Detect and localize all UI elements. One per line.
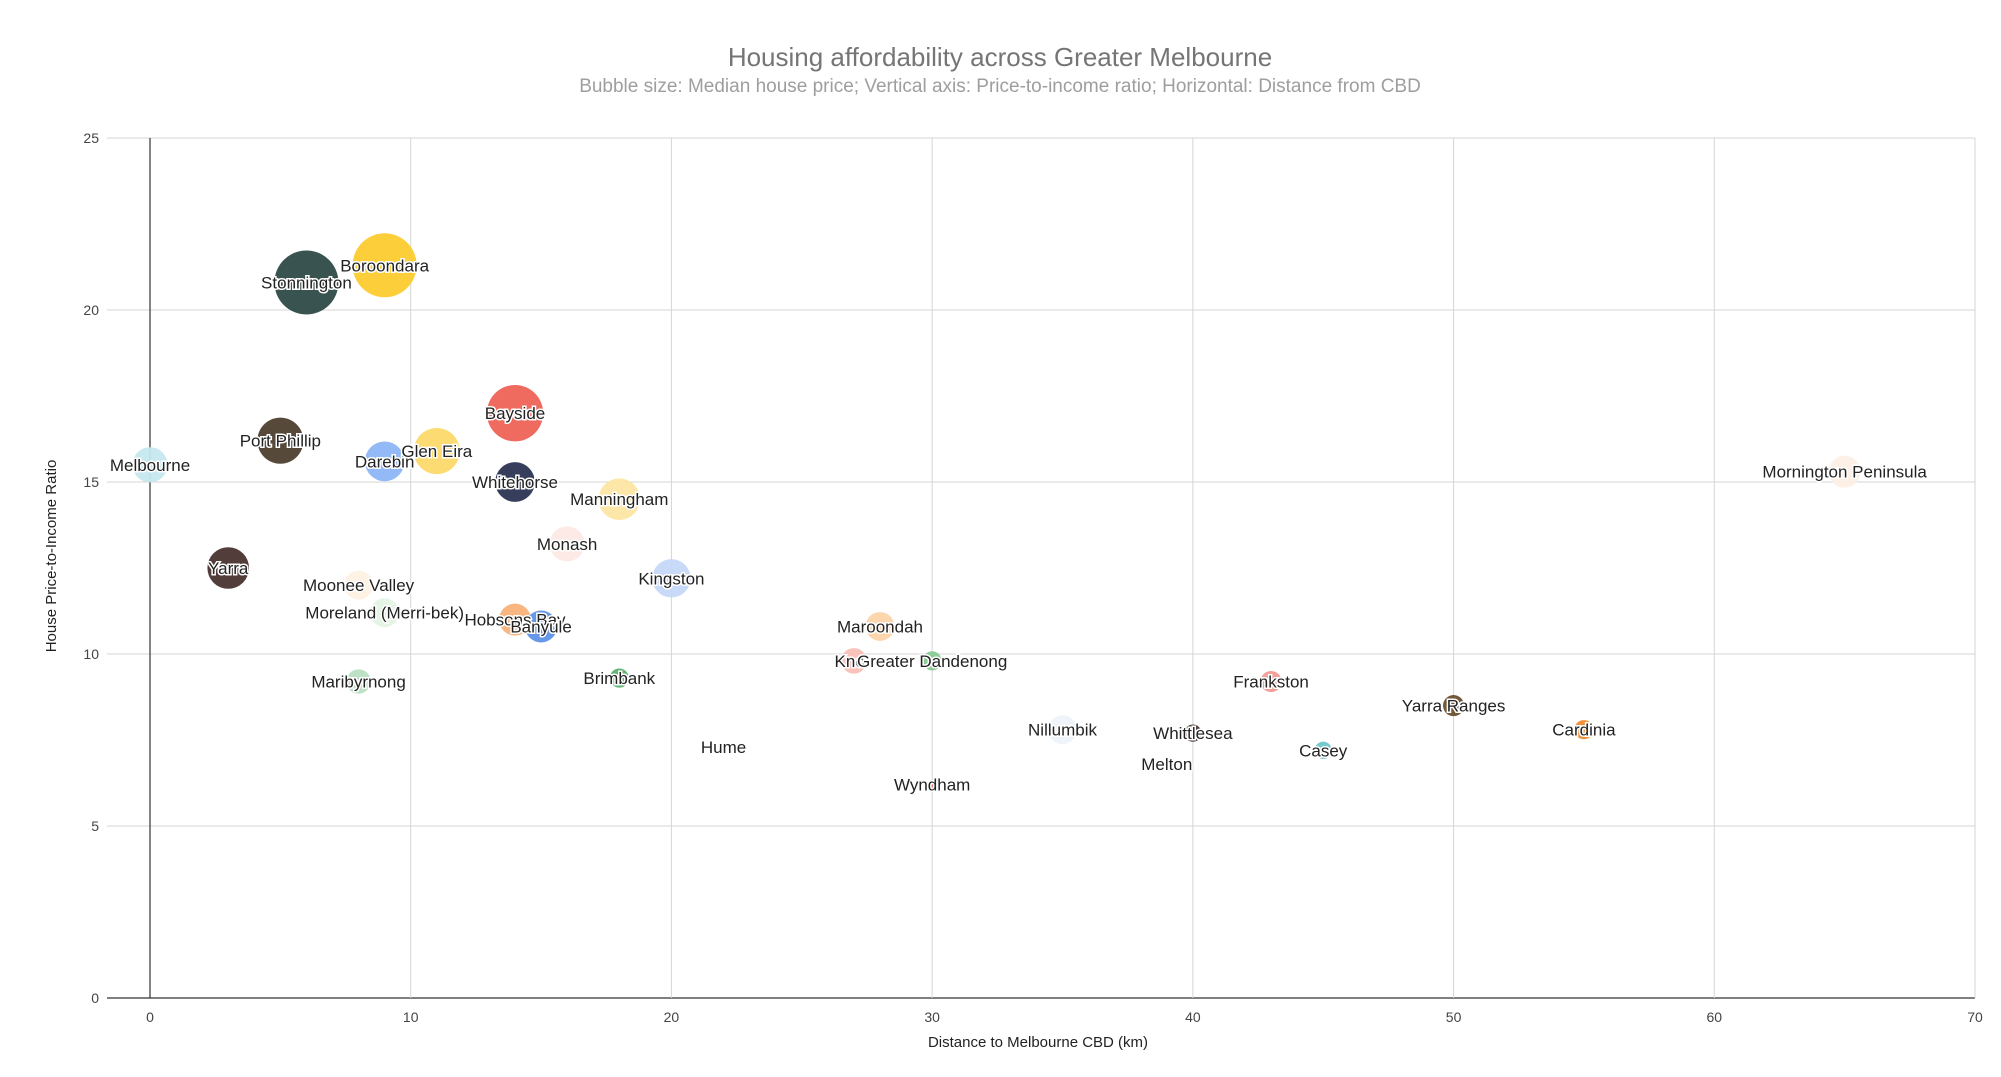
bubble-maribyrnong[interactable]: [346, 669, 371, 694]
bubble-monash[interactable]: [549, 526, 585, 562]
bubble-label: Melton: [1141, 755, 1192, 774]
bubble-label: Maroondah: [837, 617, 923, 636]
bubble-casey[interactable]: [1314, 741, 1332, 759]
bubble-label: Wyndham: [894, 776, 970, 795]
x-tick-label: 0: [146, 1009, 154, 1025]
bubble-stonnington[interactable]: [274, 250, 339, 315]
bubble-label: Yarra: [208, 559, 249, 578]
bubble-glen-eira[interactable]: [413, 428, 460, 475]
bubble-label: Kingston: [638, 569, 704, 588]
bubble-label: Stonnington: [261, 273, 352, 292]
bubble-label: Hume: [701, 738, 746, 757]
bubble-label: Whitehorse: [472, 473, 558, 492]
bubble-label: Casey: [1299, 741, 1348, 760]
bubble-label: Nillumbik: [1028, 721, 1097, 740]
x-tick-label: 40: [1185, 1009, 1201, 1025]
bubble-hume[interactable]: [719, 742, 728, 751]
bubble-label: Melbourne: [110, 456, 190, 475]
bubble-bayside[interactable]: [486, 385, 544, 442]
bubble-knox[interactable]: [841, 648, 867, 674]
chart-title: Housing affordability across Greater Mel…: [728, 42, 1272, 72]
bubble-moonee-valley[interactable]: [344, 570, 373, 600]
bubble-yarra-ranges[interactable]: [1443, 695, 1465, 717]
chart-subtitle: Bubble size: Median house price; Vertica…: [579, 76, 1421, 97]
bubble-label: Hobsons Bay: [464, 611, 566, 630]
bubble-maroondah[interactable]: [865, 612, 895, 641]
bubble-mornington-peninsula[interactable]: [1828, 455, 1861, 488]
y-axis-label: House Price-to-Income Ratio: [43, 460, 60, 653]
bubble-label: Port Phillip: [240, 432, 321, 451]
x-tick-label: 60: [1706, 1009, 1722, 1025]
bubble-nillumbik[interactable]: [1048, 715, 1077, 745]
bubble-melbourne[interactable]: [132, 447, 168, 483]
bubble-label: Manningham: [570, 490, 668, 509]
bubble-hobsons-bay[interactable]: [499, 603, 531, 636]
bubble-label: Greater Dandenong: [857, 652, 1007, 671]
bubble-greater-dandenong[interactable]: [922, 651, 942, 671]
y-tick-label: 10: [83, 646, 99, 662]
y-tick-label: 20: [83, 302, 99, 318]
x-tick-label: 50: [1446, 1009, 1462, 1025]
bubble-label: Mornington Peninsula: [1762, 463, 1927, 482]
y-tick-label: 15: [83, 474, 99, 490]
bubble-brimbank[interactable]: [609, 668, 629, 688]
x-tick-label: 30: [924, 1009, 940, 1025]
bubble-label: Glen Eira: [401, 442, 472, 461]
bubble-frankston[interactable]: [1260, 670, 1282, 693]
bubble-label: Bayside: [485, 404, 545, 423]
bubble-label: Maribyrnong: [311, 673, 406, 692]
bubble-label-layer: Melbourne Yarra Port Phillip Stonnington Moo…: [108, 255, 1929, 796]
bubble-label: Brimbank: [583, 669, 655, 688]
x-tick-label: 70: [1967, 1009, 1983, 1025]
bubble-banyule[interactable]: [525, 610, 558, 643]
bubble-label: Banyule: [510, 617, 571, 636]
y-tick-label: 25: [83, 130, 99, 146]
grid-layer: [107, 137, 1976, 999]
bubble-label: Frankston: [1233, 673, 1309, 692]
x-tick-label: 10: [403, 1009, 419, 1025]
bubble-whitehorse[interactable]: [495, 462, 535, 502]
bubble-label: Boroondara: [340, 256, 429, 275]
x-tick-label: 20: [664, 1009, 680, 1025]
bubble-darebin[interactable]: [364, 441, 405, 482]
bubble-label: Whittlesea: [1153, 724, 1233, 743]
bubble-label: Moreland (Merri-bek): [305, 604, 464, 623]
bubble-layer: [132, 233, 1861, 789]
bubble-label: Knox: [835, 652, 874, 671]
bubble-cardinia[interactable]: [1574, 720, 1594, 740]
axis-layer: 0 5 10 15 20 25 0 10 20 30 40 50 60 70: [83, 130, 1983, 1025]
bubble-wyndham[interactable]: [928, 780, 937, 789]
x-axis-label: Distance to Melbourne CBD (km): [928, 1034, 1148, 1051]
bubble-label: Yarra Ranges: [1402, 697, 1506, 716]
bubble-label: Cardinia: [1552, 721, 1616, 740]
bubble-manningham[interactable]: [598, 478, 641, 520]
bubble-label: Monash: [537, 535, 597, 554]
bubble-whittlesea[interactable]: [1184, 724, 1202, 742]
bubble-melton[interactable]: [1162, 760, 1171, 769]
y-tick-label: 5: [91, 818, 99, 834]
bubble-boroondara[interactable]: [352, 233, 417, 298]
bubble-label: Moonee Valley: [303, 576, 415, 595]
bubble-yarra[interactable]: [207, 547, 250, 589]
y-tick-label: 0: [91, 990, 99, 1006]
bubble-port-phillip[interactable]: [257, 417, 304, 464]
bubble-kingston[interactable]: [652, 559, 691, 598]
bubble-label: Darebin: [355, 452, 415, 471]
bubble-moreland-merri-bek[interactable]: [370, 598, 400, 628]
